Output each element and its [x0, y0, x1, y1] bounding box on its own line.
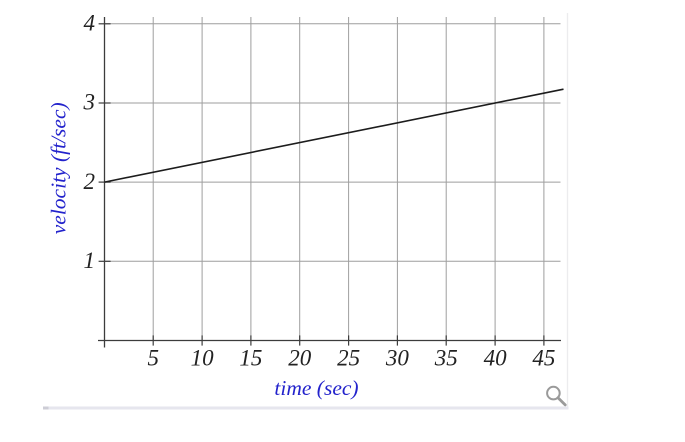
svg-text:40: 40	[484, 346, 508, 371]
svg-text:10: 10	[191, 346, 215, 371]
svg-text:3: 3	[83, 90, 96, 115]
svg-text:30: 30	[385, 346, 410, 371]
svg-text:35: 35	[434, 346, 458, 371]
svg-text:5: 5	[147, 346, 159, 371]
svg-text:25: 25	[337, 346, 360, 371]
svg-text:time (sec): time (sec)	[274, 376, 358, 400]
svg-text:15: 15	[239, 346, 262, 371]
svg-text:1: 1	[84, 248, 96, 273]
svg-text:45: 45	[532, 346, 555, 371]
svg-text:2: 2	[84, 169, 96, 194]
svg-text:4: 4	[84, 11, 96, 36]
svg-text:20: 20	[288, 346, 312, 371]
svg-text:velocity (ft/sec): velocity (ft/sec)	[47, 102, 71, 234]
